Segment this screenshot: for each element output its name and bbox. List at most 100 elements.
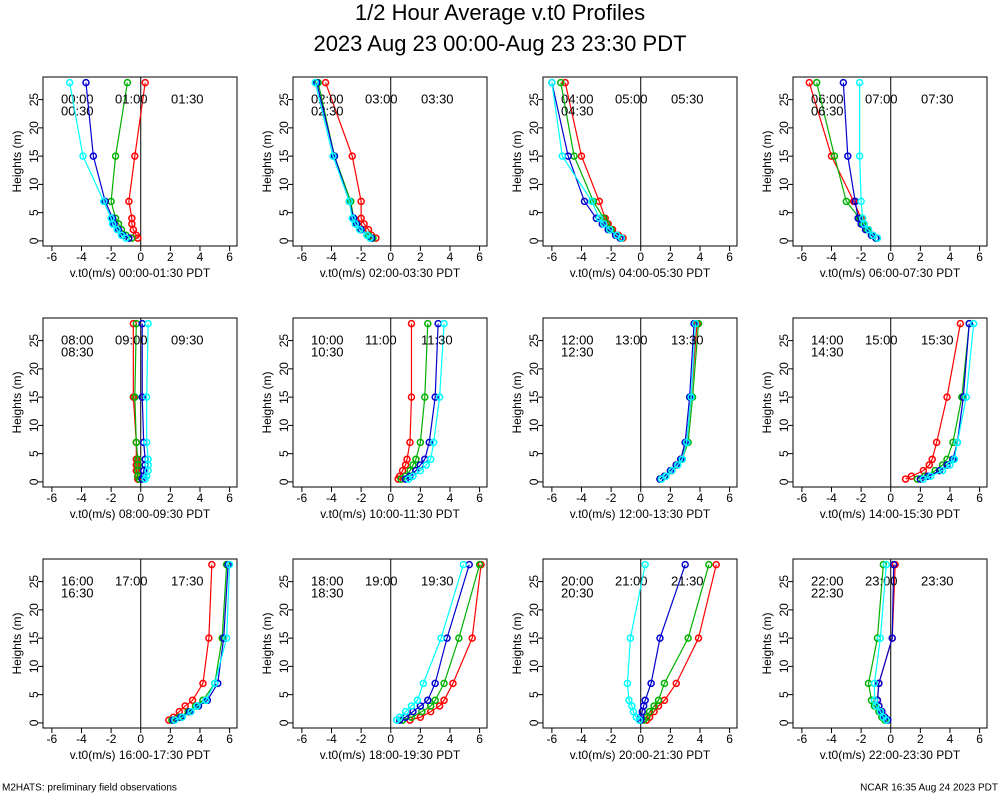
x-tick-label: 2 <box>917 732 924 746</box>
x-tick-label: 2 <box>167 732 174 746</box>
x-tick-label: 0 <box>137 732 144 746</box>
profile-line <box>396 564 464 721</box>
profile-line <box>173 564 229 721</box>
x-tick-label: -2 <box>856 491 867 505</box>
x-tick-label: -2 <box>606 732 617 746</box>
data-point <box>132 438 141 447</box>
data-point <box>694 634 703 642</box>
y-tick-label: 25 <box>27 334 41 348</box>
data-point <box>830 152 839 160</box>
x-tick-label: 4 <box>447 732 454 746</box>
y-tick-label: 0 <box>527 719 541 726</box>
x-tick-label: -6 <box>47 732 58 746</box>
footer-left: M2HATS: preliminary field observations <box>2 783 177 794</box>
x-tick-label: -4 <box>326 250 337 264</box>
legend-entry: 23:30 <box>921 573 954 588</box>
x-tick-label: -4 <box>826 732 837 746</box>
plot-frame <box>292 317 488 488</box>
x-tick-label: -4 <box>76 250 87 264</box>
data-point <box>142 438 151 447</box>
data-point <box>926 472 935 481</box>
x-tick-label: 0 <box>887 250 894 264</box>
legend-entry: 10:30 <box>311 344 344 359</box>
legend-entry: 22:00 <box>811 573 844 588</box>
y-axis-label: Heights (m) <box>760 130 774 192</box>
y-tick-label: 0 <box>777 719 791 726</box>
x-tick-label: -6 <box>797 491 808 505</box>
data-point <box>131 152 139 160</box>
data-point <box>855 152 864 160</box>
y-tick-label: 10 <box>527 659 541 673</box>
y-tick-label: 25 <box>527 93 541 107</box>
data-point <box>422 461 431 469</box>
data-point <box>558 152 567 160</box>
y-axis-label: Heights (m) <box>510 612 524 674</box>
x-tick-label: -4 <box>76 491 87 505</box>
data-point <box>171 716 179 724</box>
y-tick-label: 15 <box>777 390 791 404</box>
data-point <box>919 475 928 483</box>
legend-entry: 15:00 <box>865 332 898 347</box>
x-tick-label: -2 <box>606 250 617 264</box>
data-point <box>858 214 867 223</box>
y-tick-label: 10 <box>777 659 791 673</box>
data-point <box>426 455 435 464</box>
data-point <box>932 438 941 447</box>
legend-entry: 21:00 <box>615 573 648 588</box>
data-point <box>682 438 691 447</box>
page-subtitle: 2023 Aug 23 00:00-Aug 23 23:30 PDT <box>313 31 686 56</box>
x-axis-label: v.t0(m/s) 04:00-05:30 PDT <box>570 266 711 280</box>
y-tick-label: 0 <box>277 237 291 244</box>
y-axis-label: Heights (m) <box>10 371 24 433</box>
legend-entry: 19:30 <box>421 573 454 588</box>
y-tick-label: 0 <box>777 478 791 485</box>
data-point <box>412 455 420 464</box>
data-point <box>678 455 686 464</box>
data-point <box>113 225 121 234</box>
y-axis-label: Heights (m) <box>510 130 524 192</box>
data-point <box>645 707 654 716</box>
data-point <box>656 634 664 642</box>
y-tick-label: 5 <box>777 450 791 457</box>
profile-line <box>397 323 413 480</box>
data-point <box>131 393 139 401</box>
y-tick-label: 25 <box>527 334 541 348</box>
data-point <box>557 78 565 87</box>
data-point <box>548 78 556 87</box>
data-point <box>440 679 448 688</box>
profile-line <box>399 564 470 721</box>
x-tick-label: 2 <box>667 250 674 264</box>
x-tick-label: -4 <box>826 491 837 505</box>
x-tick-label: 0 <box>637 732 644 746</box>
legend-entry: 12:30 <box>561 344 594 359</box>
x-tick-label: -2 <box>856 250 867 264</box>
profile-line <box>174 564 231 721</box>
data-point <box>691 319 700 328</box>
x-tick-label: 4 <box>447 250 454 264</box>
data-point <box>437 634 445 642</box>
y-tick-label: 10 <box>27 177 41 191</box>
data-point <box>395 713 404 722</box>
data-point <box>413 696 422 705</box>
x-tick-label: -6 <box>797 250 808 264</box>
x-tick-label: 0 <box>137 491 144 505</box>
data-point <box>99 197 108 206</box>
data-point <box>660 679 669 688</box>
data-point <box>357 214 365 223</box>
data-point <box>360 220 368 228</box>
x-tick-label: -6 <box>547 250 558 264</box>
legend-entry: 07:30 <box>921 91 954 106</box>
data-point <box>641 696 649 705</box>
data-point <box>577 152 586 160</box>
x-tick-label: 4 <box>697 250 704 264</box>
x-axis-label: v.t0(m/s) 06:00-07:30 PDT <box>820 266 961 280</box>
data-point <box>431 393 439 401</box>
data-point <box>956 319 965 328</box>
data-point <box>398 466 407 475</box>
data-point <box>123 78 132 87</box>
data-point <box>416 702 425 710</box>
x-tick-label: 6 <box>976 732 983 746</box>
legend-entry: 02:30 <box>311 103 344 118</box>
plot-frame <box>542 76 738 247</box>
data-point <box>107 214 115 223</box>
